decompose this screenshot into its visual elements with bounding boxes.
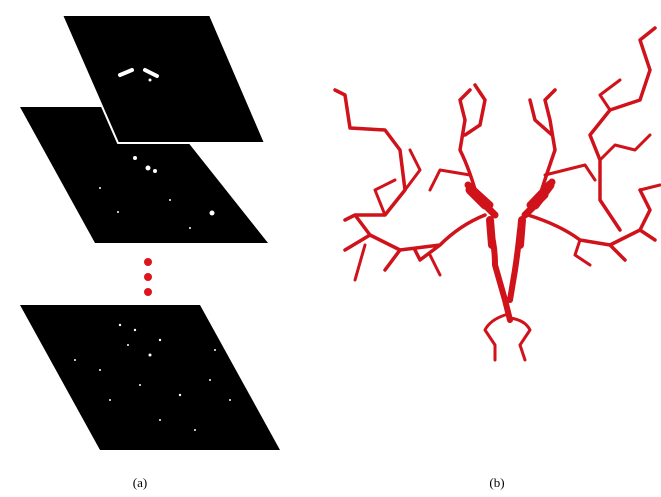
panel-label: (a) (133, 475, 147, 490)
vessel (430, 165, 595, 190)
figure: (a) (b) (0, 0, 661, 497)
panel-label: (b) (489, 475, 504, 490)
vessel (485, 315, 530, 360)
ellipsis-dots (144, 258, 152, 296)
speck (149, 79, 152, 82)
vessel (528, 28, 655, 260)
vessel (460, 85, 555, 200)
page: (a) (b) (() => { const data = JSON.parse… (0, 0, 661, 497)
panel-a-slices (20, 15, 280, 450)
vessel (490, 220, 522, 245)
panel-b-vessels (335, 28, 660, 360)
slice (20, 305, 280, 450)
